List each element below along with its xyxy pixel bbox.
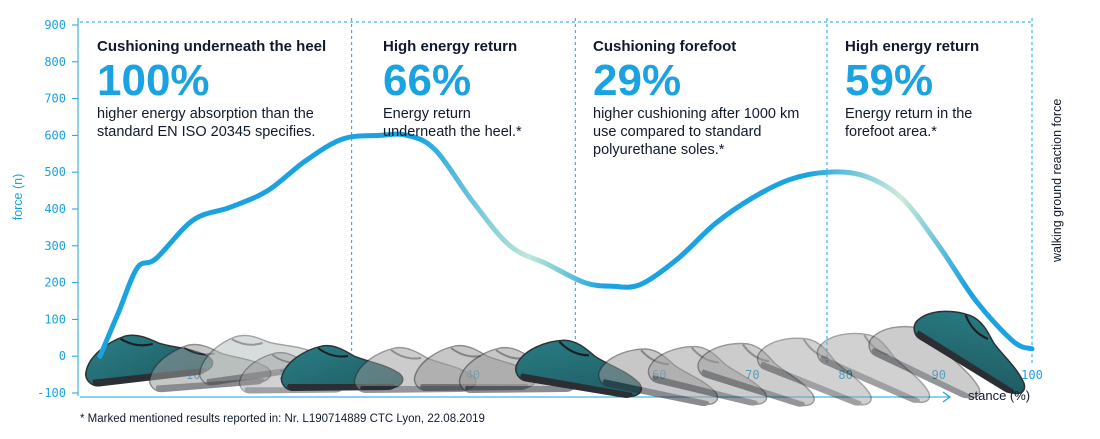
panel-heel-energy-return: High energy return 66% Energy return und… [383, 38, 548, 141]
panel-heel-cushioning: Cushioning underneath the heel 100% high… [97, 38, 327, 141]
y-tick-label: 900 [44, 18, 66, 32]
shoe-image [913, 310, 1026, 395]
y-tick-label: 300 [44, 239, 66, 253]
shoe-sequence [85, 310, 1026, 407]
panel-value: 100% [97, 56, 210, 105]
panel-description: higher cushioning after 1000 km use comp… [593, 106, 800, 158]
section-dividers [80, 18, 1033, 366]
y-tick-label: 800 [44, 55, 66, 69]
panel-heading: Cushioning underneath the heel [97, 38, 327, 55]
shoe-image [148, 343, 272, 393]
y-tick-label: 200 [44, 276, 66, 290]
panel-value: 66% [383, 56, 472, 105]
panel-forefoot-energy-return: High energy return 59% Energy return in … [845, 38, 1020, 141]
panel-value: 29% [593, 56, 682, 105]
panel-description: higher energy absorption than the standa… [97, 106, 316, 140]
panel-heading: High energy return [845, 38, 980, 55]
panel-forefoot-cushioning: Cushioning forefoot 29% higher cushionin… [593, 38, 803, 159]
right-axis-label: walking ground reaction force [1050, 98, 1064, 262]
y-tick-label: 0 [59, 349, 66, 363]
y-tick-label: 700 [44, 92, 66, 106]
y-tick-label: 500 [44, 165, 66, 179]
y-tick-label: 600 [44, 128, 66, 142]
panel-heading: High energy return [383, 38, 518, 55]
y-axis-label: force (n) [11, 173, 25, 221]
x-axis-arrow [942, 391, 952, 403]
footnote: * Marked mentioned results reported in: … [80, 413, 485, 425]
y-tick-label: 100 [44, 312, 66, 326]
panel-value: 59% [845, 56, 934, 105]
force-curve-line [97, 131, 1035, 359]
panel-heading: Cushioning forefoot [593, 38, 737, 55]
panel-description: Energy return underneath the heel.* [383, 106, 522, 140]
shoe-image [756, 337, 872, 406]
y-axis: 900 800 700 600 500 400 300 200 100 0 -100 [37, 18, 79, 400]
panel-description: Energy return in the forefoot area.* [845, 106, 973, 140]
x-tick-label: 100 [1021, 368, 1043, 382]
y-tick-label: -100 [37, 386, 66, 400]
x-axis-label: stance (%) [968, 388, 1031, 403]
x-tick-label: 80 [838, 368, 852, 382]
shoe-image [697, 342, 815, 407]
y-tick-label: 400 [44, 202, 66, 216]
